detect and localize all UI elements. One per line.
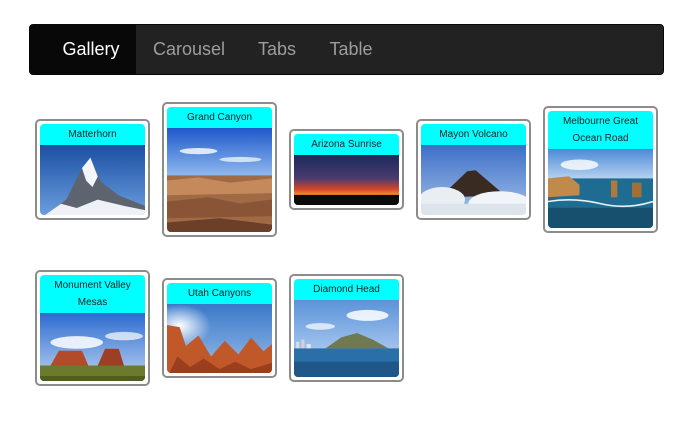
card-title: Arizona Sunrise <box>294 134 399 155</box>
card-title: Matterhorn <box>40 124 145 145</box>
arizona-sunrise-photo <box>294 155 399 205</box>
card-title: Melbourne Great Ocean Road <box>548 111 653 149</box>
mayon-volcano-photo <box>421 145 526 215</box>
gallery-card-melbourne-great-ocean-road[interactable]: Melbourne Great Ocean Road <box>543 106 658 233</box>
matterhorn-photo <box>40 145 145 215</box>
utah-canyons-photo <box>167 304 272 373</box>
monument-valley-mesas-photo <box>40 313 145 381</box>
melbourne-great-ocean-road-photo <box>548 149 653 228</box>
gallery-card-grand-canyon[interactable]: Grand Canyon <box>162 102 277 237</box>
card-title: Diamond Head <box>294 279 399 300</box>
gallery-card-arizona-sunrise[interactable]: Arizona Sunrise <box>289 129 404 210</box>
nav-tab-table[interactable]: Table <box>329 39 373 59</box>
card-title: Monument Valley Mesas <box>40 275 145 313</box>
nav-tab-carousel[interactable]: Carousel <box>152 39 226 59</box>
nav-tab-tabs[interactable]: Tabs <box>257 39 297 59</box>
nav-tab-gallery[interactable]: Gallery <box>30 25 136 74</box>
gallery-card-monument-valley-mesas[interactable]: Monument Valley Mesas <box>35 270 150 386</box>
diamond-head-photo <box>294 300 399 377</box>
gallery-card-utah-canyons[interactable]: Utah Canyons <box>162 278 277 378</box>
gallery-card-diamond-head[interactable]: Diamond Head <box>289 274 404 382</box>
gallery-card-matterhorn[interactable]: Matterhorn <box>35 119 150 220</box>
top-navbar: Gallery Carousel Tabs Table <box>29 24 664 75</box>
grand-canyon-photo <box>167 128 272 232</box>
card-title: Mayon Volcano <box>421 124 526 145</box>
card-title: Grand Canyon <box>167 107 272 128</box>
card-title: Utah Canyons <box>167 283 272 304</box>
gallery-card-mayon-volcano[interactable]: Mayon Volcano <box>416 119 531 220</box>
